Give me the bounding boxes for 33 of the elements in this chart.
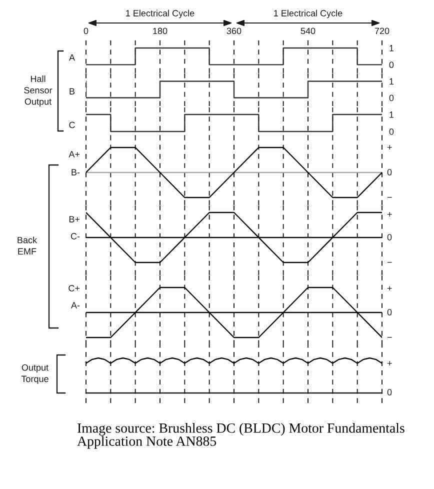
text: + <box>387 361 392 366</box>
text: + <box>387 145 392 150</box>
text: C+ <box>68 285 80 292</box>
text: 1 Electrical Cycle <box>126 10 194 18</box>
text: − <box>387 262 392 263</box>
text: − <box>387 197 392 198</box>
y-axis-title: B <box>70 88 75 94</box>
x-tick-label: 0 <box>84 28 88 34</box>
y-tick-label: 0 <box>389 94 394 102</box>
y-tick-label: 1 <box>390 112 394 118</box>
y-tick-label: 1 <box>390 45 394 52</box>
text: + <box>387 212 392 217</box>
text: A- <box>70 302 80 308</box>
text: 1 Electrical Cycle <box>274 10 342 18</box>
text: Back EMF <box>18 236 38 255</box>
x-tick-label: 540 <box>300 28 316 34</box>
y-axis-title: C <box>69 122 75 128</box>
text: B+ <box>69 216 80 222</box>
x-tick-label: 180 <box>153 28 168 34</box>
text: A+ <box>68 151 80 158</box>
y-tick-label: 0 <box>389 128 394 135</box>
x-tick-label: 360 <box>226 28 242 34</box>
text: Hall Sensor Output <box>24 75 52 107</box>
text: + <box>387 286 392 291</box>
x-tick-label: 720 <box>374 28 390 34</box>
y-tick-label: 1 <box>390 78 394 85</box>
text: Output Torque <box>21 364 48 384</box>
y-axis-title: A <box>69 54 75 61</box>
text: B- <box>72 169 80 176</box>
text: − <box>387 337 392 338</box>
text: Image source: Brushless DC (BLDC) Motor Fundamentals Application Note AN885 <box>77 423 404 449</box>
y-tick-label: 0 <box>389 62 394 68</box>
text: C- <box>70 233 80 240</box>
